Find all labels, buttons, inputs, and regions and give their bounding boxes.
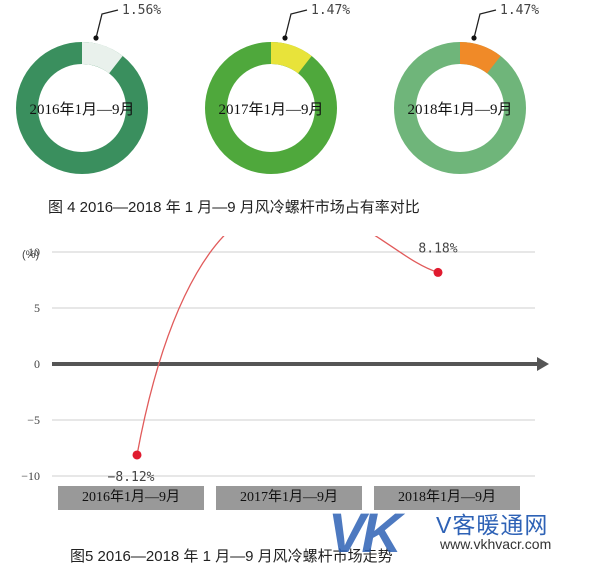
data-label-2: 8.18% [418,241,457,256]
data-point-2 [433,267,443,277]
donut-share-label-1: 1.47% [311,3,350,18]
donut-share-slice-0 [82,42,123,74]
data-point-0 [132,450,142,460]
site-watermark: VK V客暖通网 www.vkhvacr.com [328,500,600,564]
y-tick-label-1: 10 [28,245,40,259]
watermark-site-name: V客暖通网 [436,512,549,538]
y-axis-unit-label: (%) [22,249,39,261]
x-category-label-0: 2016年1月—9月 [58,486,204,510]
donut-share-slice-2 [460,42,501,74]
figure4-caption: 图 4 2016—2018 年 1 月—9 月风冷螺杆市场占有率对比 [48,199,420,216]
y-tick-label-4: −5 [27,413,40,427]
x-category-label-1: 2017年1月—9月 [216,486,362,510]
trend-line-chart: (%)151050−5−10−8.12%14.18%8.18% [21,236,549,485]
donut-year-label-1: 2017年1月—9月 [218,101,323,118]
y-tick-label-3: 0 [34,357,40,371]
donut-leader-line-2 [473,9,497,39]
donut-year-label-2: 2018年1月—9月 [407,101,512,118]
donut-share-label-2: 1.47% [500,3,539,18]
donut-leader-line-1 [284,9,308,39]
donut-leader-dot-2 [471,35,477,41]
donut-charts: 1.56% 2016年1月—9月 1.47% 2017年1月—9月 1.47% 2018年… [16,3,539,174]
donut-leader-dot-1 [282,35,288,41]
donut-share-slice-1 [271,41,312,74]
donut-leader-line-0 [95,9,119,39]
y-tick-label-2: 5 [34,301,40,315]
watermark-url: www.vkhvacr.com [440,536,552,552]
donut-leader-dot-0 [93,35,99,41]
trend-line [136,236,439,456]
figure5-caption: 图5 2016—2018 年 1 月—9 月风冷螺杆市场走势 [70,548,393,565]
donut-share-label-0: 1.56% [122,3,161,18]
donut-year-label-0: 2016年1月—9月 [29,101,134,118]
x-category-label-2: 2018年1月—9月 [374,486,520,510]
data-label-0: −8.12% [108,470,155,485]
watermark-logo: VK [328,501,402,564]
y-tick-label-5: −10 [21,469,40,483]
zero-axis-arrow [537,357,549,371]
